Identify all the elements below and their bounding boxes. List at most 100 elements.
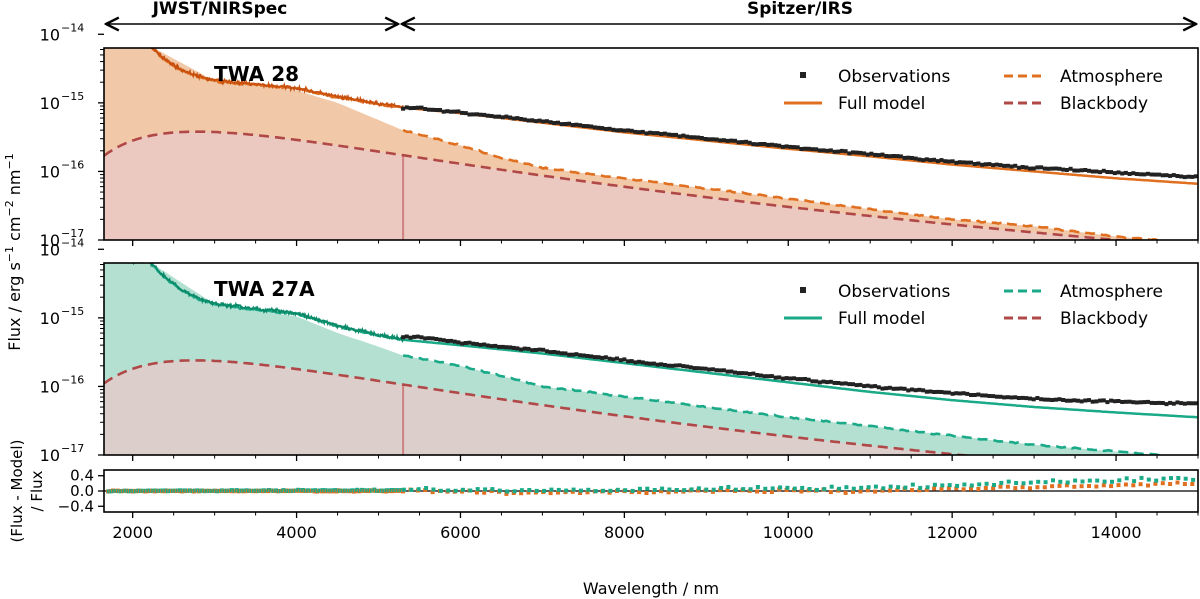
observation-point xyxy=(1175,400,1180,405)
observation-point xyxy=(445,339,450,343)
legend-observations-marker xyxy=(800,287,806,293)
observation-point xyxy=(674,363,678,368)
observation-point xyxy=(592,355,597,360)
residual-point-twa28 xyxy=(1109,484,1114,489)
observation-point xyxy=(482,112,487,117)
residual-point-twa27a xyxy=(925,485,930,490)
residual-point-twa27a xyxy=(814,487,819,492)
observation-point xyxy=(895,154,900,159)
observation-point xyxy=(603,127,608,131)
residual-point-twa27a xyxy=(903,485,908,490)
observation-point xyxy=(1035,396,1040,400)
observation-point xyxy=(773,375,778,380)
observation-point xyxy=(1075,398,1080,403)
observation-point xyxy=(854,150,859,155)
observation-point xyxy=(851,150,855,155)
observation-point xyxy=(792,145,796,150)
observation-point xyxy=(762,142,767,146)
observation-point xyxy=(1064,168,1069,172)
residual-point-twa28 xyxy=(1057,483,1062,488)
residual-point-twa28 xyxy=(887,488,892,493)
residual-point-twa28 xyxy=(851,489,855,494)
observation-point xyxy=(976,161,981,166)
observation-point xyxy=(648,130,653,135)
observation-point xyxy=(460,341,465,346)
observation-point xyxy=(980,393,985,398)
observation-point xyxy=(1120,171,1125,176)
residual-point-twa27a xyxy=(1132,479,1137,484)
observation-point xyxy=(1068,166,1073,171)
residual-point-twa28 xyxy=(1160,481,1165,486)
residual-point-twa27a xyxy=(910,482,915,487)
observation-point xyxy=(1138,400,1143,405)
observation-point xyxy=(939,158,944,163)
observation-point xyxy=(1194,174,1198,179)
residual-point-twa27a xyxy=(1006,479,1011,484)
residual-point-twa27a xyxy=(792,486,797,491)
residual-point-twa27a xyxy=(829,484,834,489)
observation-point xyxy=(511,345,516,350)
observation-point xyxy=(471,341,476,346)
observation-point xyxy=(788,144,793,149)
residual-point-twa28 xyxy=(1072,484,1077,489)
observation-point xyxy=(1109,398,1114,403)
observation-point xyxy=(935,159,940,164)
observation-point xyxy=(526,346,531,351)
observation-point xyxy=(456,340,461,345)
axes-frame-twa28 xyxy=(103,47,1199,241)
observation-point xyxy=(755,373,760,377)
residual-point-twa27a xyxy=(1124,476,1129,481)
observation-point xyxy=(611,127,616,132)
observations-nirspec-twa27a xyxy=(132,263,404,343)
residual-point-twa27a xyxy=(940,483,945,488)
y-tick-label: 10 xyxy=(40,25,60,44)
observation-point xyxy=(950,159,955,164)
observation-point xyxy=(1087,168,1091,173)
observation-point xyxy=(526,118,531,123)
residual-point-twa28 xyxy=(482,490,487,495)
residual-point-twa27a xyxy=(837,486,842,491)
observation-point xyxy=(574,122,579,127)
observation-point xyxy=(773,143,778,148)
residual-point-twa27a xyxy=(615,487,620,492)
observation-point xyxy=(537,118,542,123)
observation-point xyxy=(622,357,627,362)
observation-point xyxy=(519,347,524,352)
observation-point xyxy=(485,343,490,348)
observation-point xyxy=(581,124,586,128)
observation-point xyxy=(607,126,612,131)
observation-point xyxy=(991,163,996,168)
observation-point xyxy=(1005,395,1010,400)
observation-point xyxy=(714,137,719,142)
residual-point-twa28 xyxy=(873,489,878,494)
observation-point xyxy=(832,149,837,154)
residual-point-twa27a xyxy=(549,487,554,492)
observation-point xyxy=(415,334,420,339)
observation-point xyxy=(1028,166,1032,171)
observation-point xyxy=(515,116,520,121)
observation-point xyxy=(917,387,922,392)
residual-point-twa27a xyxy=(623,488,628,493)
observation-point xyxy=(1127,399,1132,404)
legend-full-model-label: Full model xyxy=(838,94,925,114)
residual-point-twa28 xyxy=(1123,482,1128,487)
residual-point-twa27a xyxy=(778,485,783,490)
y-tick-exponent: −16 xyxy=(61,158,84,171)
residual-point-twa28 xyxy=(1190,482,1195,486)
y-tick-label: 10 xyxy=(40,231,60,250)
observation-point xyxy=(533,348,538,352)
observation-point xyxy=(434,337,439,341)
observation-point xyxy=(1035,165,1040,170)
observation-point xyxy=(976,392,981,397)
observation-point xyxy=(932,157,937,162)
observation-point xyxy=(814,147,819,152)
observation-point xyxy=(537,347,542,352)
residual-point-twa28 xyxy=(1153,481,1158,486)
observation-point xyxy=(497,114,501,119)
residual-point-twa27a xyxy=(424,486,429,490)
residual-point-twa27a xyxy=(719,486,724,490)
observation-point xyxy=(522,117,527,122)
observation-point xyxy=(681,364,686,369)
y-tick-exponent: −15 xyxy=(61,305,84,318)
